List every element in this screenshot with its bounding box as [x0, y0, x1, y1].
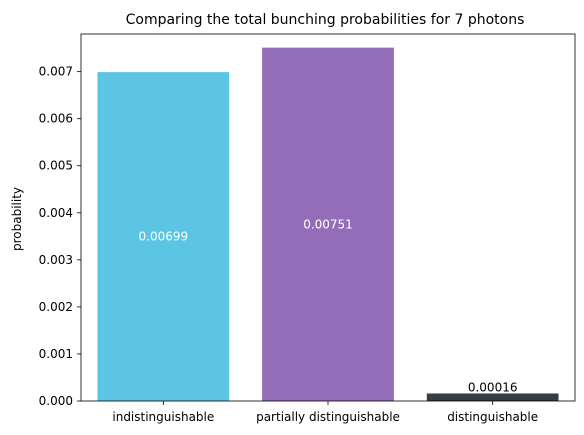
y-tick-label-5: 0.004 [39, 206, 73, 220]
x-tick-label-1: indistinguishable [112, 410, 214, 424]
x-tick-label-3: distinguishable [447, 410, 538, 424]
bar-3 [426, 393, 559, 401]
x-tick-label-2: partially distinguishable [256, 410, 400, 424]
y-axis-label: probability [10, 187, 24, 251]
bar-value-label-2: 0.00751 [303, 217, 353, 231]
plot-area: 0.00699 indistinguishable 0.00751 partially… [39, 33, 576, 424]
chart-title: Comparing the total bunching probabiliti… [126, 12, 525, 28]
y-tick-label-4: 0.003 [39, 253, 73, 267]
y-tick-label-2: 0.001 [39, 347, 73, 361]
bar-2 [262, 47, 394, 402]
y-tick-label-6: 0.005 [39, 159, 73, 173]
bar-value-label-1: 0.00699 [139, 230, 189, 244]
y-tick-label-1: 0.000 [39, 394, 73, 408]
axes-frame [80, 33, 576, 402]
y-tick-label-7: 0.006 [39, 112, 73, 126]
bar-value-label-3: 0.00016 [468, 380, 518, 394]
y-tick-label-8: 0.007 [39, 65, 73, 79]
y-tick-label-3: 0.002 [39, 300, 73, 314]
bar-1 [97, 72, 230, 401]
